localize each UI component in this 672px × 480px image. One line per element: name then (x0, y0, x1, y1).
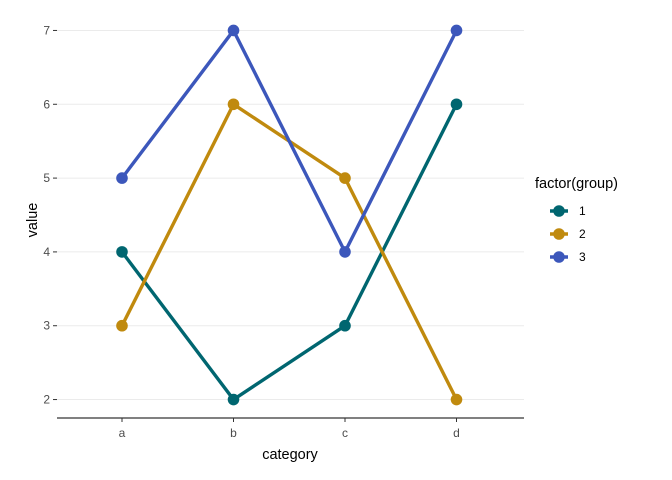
series-line (120, 28, 459, 254)
y-tick-label: 6 (43, 97, 50, 111)
legend-keys: 1 2 3 (550, 204, 586, 264)
y-axis-title: value (25, 203, 41, 238)
legend-label: 2 (579, 227, 586, 241)
x-tick-label: c (342, 426, 348, 440)
series-3 (116, 24, 463, 258)
legend-item: 2 (550, 227, 586, 241)
data-point (450, 393, 463, 406)
x-tick-label: d (453, 426, 460, 440)
legend-key-point (553, 205, 565, 217)
legend-key-point (553, 228, 565, 240)
y-tick-label: 3 (43, 319, 50, 333)
legend-title: factor(group) (535, 176, 618, 192)
legend-label: 1 (579, 204, 586, 218)
x-axis-title: category (262, 447, 318, 463)
data-point (227, 393, 240, 406)
data-point (450, 98, 463, 111)
y-tick-label: 5 (43, 171, 50, 185)
data-point (339, 172, 351, 184)
y-tick-label: 4 (43, 245, 50, 259)
x-tick-label: b (230, 426, 237, 440)
data-point (339, 319, 351, 332)
data-point (339, 246, 351, 258)
data-point (116, 246, 128, 258)
data-point (227, 24, 240, 37)
legend: factor(group) 1 2 3 (535, 176, 618, 264)
x-tick-label: a (119, 426, 126, 440)
y-tick-label: 2 (43, 393, 50, 407)
data-point (116, 172, 128, 184)
y-tick-label: 7 (43, 23, 50, 37)
legend-item: 3 (550, 250, 586, 264)
gridlines (57, 29, 524, 401)
series-layer (116, 24, 463, 406)
legend-item: 1 (550, 204, 586, 218)
y-axis-ticks: 2 3 4 5 6 7 (43, 23, 57, 407)
legend-key-point (553, 251, 565, 263)
legend-label: 3 (579, 250, 586, 264)
x-axis-ticks: a b c d (119, 418, 460, 440)
data-point (227, 98, 240, 111)
series-line (120, 103, 459, 402)
series-1 (116, 98, 463, 406)
data-point (450, 24, 463, 37)
data-point (116, 319, 128, 332)
